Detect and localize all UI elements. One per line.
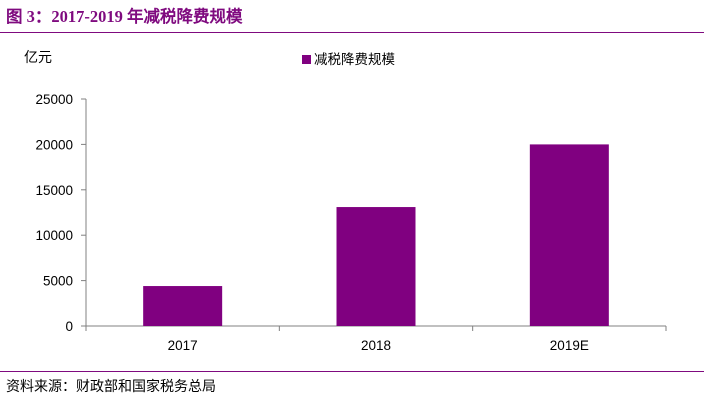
y-tick-label: 25000	[35, 92, 73, 107]
source-note: 资料来源：财政部和国家税务总局	[6, 379, 216, 395]
bar-2017	[143, 286, 223, 326]
bar-2018	[336, 207, 416, 326]
y-axis: 0 5000 10000 15000 20000 25000	[35, 92, 87, 334]
y-tick-label: 10000	[35, 228, 73, 243]
x-tick-label: 2018	[361, 338, 391, 353]
x-axis: 2017 2018 2019E	[85, 325, 667, 353]
y-tick-label: 15000	[35, 183, 73, 198]
legend-swatch	[302, 55, 311, 64]
bar-2019E	[529, 144, 609, 326]
y-tick-label: 20000	[35, 137, 73, 152]
source-rule	[0, 371, 704, 372]
title-rule	[0, 32, 704, 33]
legend: 减税降费规模	[302, 52, 395, 67]
y-axis-label: 亿元	[24, 49, 52, 65]
y-tick-label: 5000	[43, 274, 73, 289]
figure-title: 图 3：2017-2019 年减税降费规模	[6, 7, 243, 26]
bars	[143, 144, 609, 326]
x-tick-label: 2019E	[550, 338, 589, 353]
legend-label: 减税降费规模	[314, 52, 395, 67]
y-tick-label: 0	[65, 319, 73, 334]
x-tick-label: 2017	[168, 338, 198, 353]
